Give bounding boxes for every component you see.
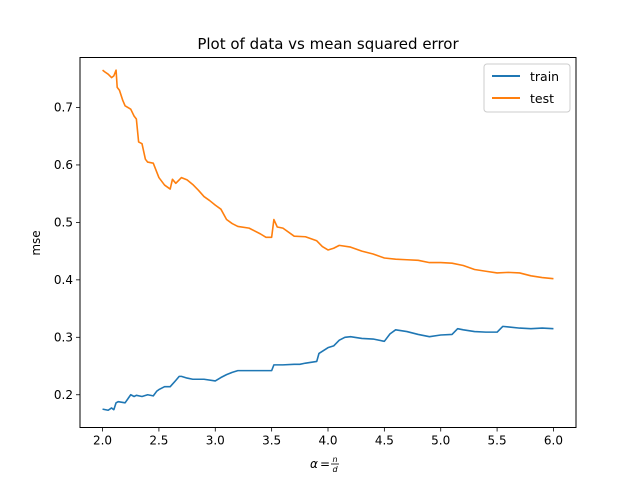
legend-label-train: train [530, 69, 559, 84]
x-tick-label: 3.5 [262, 434, 281, 448]
axes-frame [79, 57, 577, 428]
y-axis-label: mse [29, 230, 43, 255]
x-tick-label: 4.0 [318, 434, 337, 448]
x-axis-label: α = n d [310, 455, 339, 474]
x-axis: 2.0 2.5 3.0 3.5 4.0 4.5 5.0 5.5 6.0 [93, 427, 563, 448]
x-tick-label: 5.5 [488, 434, 507, 448]
x-tick-label: 2.0 [93, 434, 112, 448]
svg-text:α: α [310, 457, 318, 471]
y-tick-label: 0.3 [54, 330, 73, 344]
chart-title: Plot of data vs mean squared error [197, 35, 459, 53]
y-tick-label: 0.7 [54, 100, 73, 114]
legend-label-test: test [530, 91, 554, 106]
series-line-train [102, 325, 554, 412]
x-tick-label: 4.5 [375, 434, 394, 448]
y-axis: 0.2 0.3 0.4 0.5 0.6 0.7 [54, 100, 80, 402]
y-tick-label: 0.4 [54, 273, 73, 287]
legend: train test [483, 63, 571, 113]
x-tick-label: 2.5 [149, 434, 168, 448]
svg-text:n: n [332, 455, 337, 464]
svg-text:=: = [320, 457, 330, 471]
y-tick-label: 0.5 [54, 215, 73, 229]
x-tick-label: 6.0 [544, 434, 563, 448]
y-tick-label: 0.2 [54, 388, 73, 402]
x-tick-label: 5.0 [431, 434, 450, 448]
series-line-test [102, 69, 554, 280]
x-tick-label: 3.0 [206, 434, 225, 448]
plot-area [102, 69, 554, 412]
svg-text:d: d [332, 465, 338, 474]
y-tick-label: 0.6 [54, 158, 73, 172]
